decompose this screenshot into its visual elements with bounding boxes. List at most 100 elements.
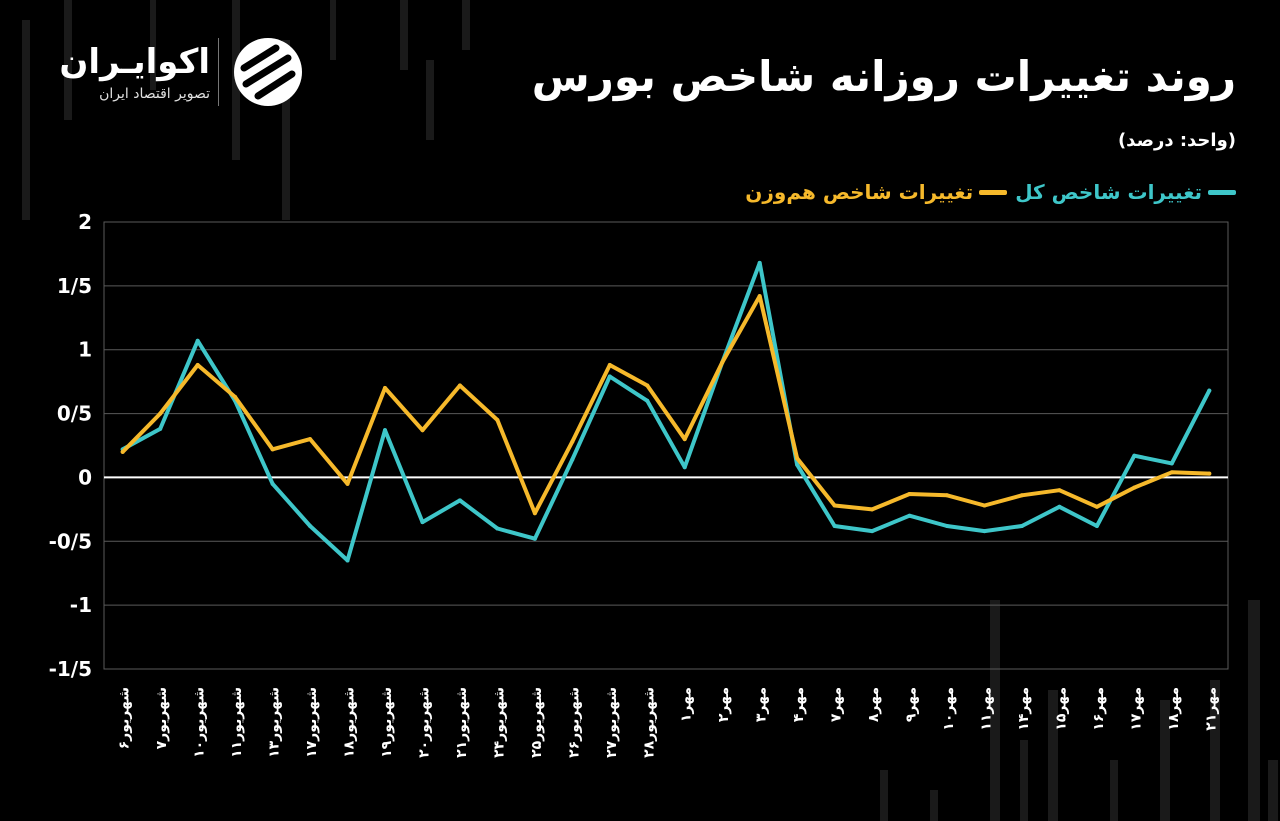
data-point-equal-weight-index	[870, 507, 875, 512]
x-tick-label: مهر۷	[829, 687, 845, 722]
legend-label-total: تغییرات شاخص کل	[1015, 180, 1202, 204]
data-point-total-index	[1132, 453, 1137, 458]
data-point-total-index	[645, 398, 650, 403]
data-point-total-index	[420, 520, 425, 525]
x-tick-label: شهریور۱۹	[379, 687, 395, 758]
data-point-equal-weight-index	[420, 428, 425, 433]
data-point-total-index	[757, 260, 762, 265]
series-line-equal-weight-index	[120, 294, 1212, 516]
x-tick-label: شهریور۲۸	[641, 687, 657, 758]
legend-swatch-total	[1208, 189, 1236, 195]
x-tick-label: شهریور۱۸	[342, 687, 358, 758]
data-point-total-index	[195, 338, 200, 343]
x-tick-label: مهر۱	[679, 687, 695, 722]
data-point-equal-weight-index	[383, 386, 387, 391]
data-point-equal-weight-index	[195, 363, 200, 368]
legend-label-equal-weight: تغییرات شاخص هم‌وزن	[745, 180, 974, 204]
data-point-equal-weight-index	[607, 363, 612, 368]
data-point-equal-weight-index	[757, 294, 762, 299]
data-point-equal-weight-index	[532, 511, 537, 516]
data-point-equal-weight-index	[120, 449, 125, 454]
data-point-equal-weight-index	[270, 447, 275, 452]
data-point-total-index	[870, 529, 875, 534]
y-tick-label: 2	[78, 210, 92, 234]
data-point-equal-weight-index	[907, 492, 912, 497]
data-point-total-index	[795, 462, 800, 467]
x-tick-label: مهر۱۱	[978, 687, 994, 731]
logo-mark-icon	[234, 38, 302, 106]
logo-name: اکوایـران	[59, 42, 210, 82]
data-point-equal-weight-index	[645, 383, 650, 388]
page-title: روند تغییرات روزانه شاخص بورس	[531, 52, 1236, 101]
y-tick-label: 1/5	[57, 274, 92, 298]
data-point-equal-weight-index	[345, 481, 350, 486]
x-tick-label: مهر۱۸	[1166, 687, 1182, 731]
data-point-equal-weight-index	[682, 437, 687, 442]
data-point-equal-weight-index	[945, 493, 949, 498]
x-tick-label: شهریور۲۶	[566, 687, 582, 758]
data-point-equal-weight-index	[1132, 485, 1137, 490]
x-tick-label: شهریور۲۷	[604, 687, 620, 758]
data-point-total-index	[270, 481, 275, 486]
y-tick-label: 0/5	[57, 402, 92, 426]
x-tick-label: مهر۹	[904, 687, 920, 722]
series-line-total-index	[120, 260, 1212, 563]
logo-divider	[218, 38, 219, 106]
y-tick-label: 0	[78, 465, 92, 489]
legend-item-equal-weight: تغییرات شاخص هم‌وزن	[745, 180, 1008, 204]
x-tick-label: شهریور۱۳	[267, 687, 283, 758]
data-point-total-index	[308, 523, 313, 528]
x-tick-label: شهریور۷	[154, 687, 170, 749]
data-point-total-index	[1207, 388, 1212, 393]
data-point-equal-weight-index	[1094, 504, 1099, 509]
data-point-equal-weight-index	[1019, 493, 1024, 498]
data-point-equal-weight-index	[233, 394, 238, 399]
data-point-equal-weight-index	[832, 503, 837, 508]
data-point-total-index	[1019, 523, 1024, 528]
unit-label: (واحد: درصد)	[1117, 130, 1236, 151]
data-point-total-index	[982, 529, 987, 534]
data-point-total-index	[345, 558, 350, 563]
x-tick-label: شهریور۲۰	[416, 687, 432, 758]
x-tick-label: شهریور۲۵	[529, 687, 545, 758]
data-point-total-index	[1169, 461, 1174, 466]
legend-swatch-equal-weight	[979, 189, 1008, 195]
y-tick-label: 1	[78, 338, 92, 362]
data-point-equal-weight-index	[982, 503, 987, 508]
x-tick-label: شهریور۶	[117, 687, 133, 749]
data-point-equal-weight-index	[308, 437, 313, 442]
y-tick-label: -0/5	[49, 529, 92, 553]
x-tick-label: مهر۲	[716, 687, 732, 722]
data-point-equal-weight-index	[158, 411, 163, 416]
data-point-total-index	[570, 457, 575, 462]
x-tick-label: مهر۱۶	[1091, 687, 1107, 731]
y-tick-label: -1/5	[49, 657, 92, 681]
x-tick-label: مهر۱۵	[1053, 687, 1069, 731]
data-point-equal-weight-index	[720, 360, 725, 365]
data-point-equal-weight-index	[495, 417, 500, 422]
data-point-total-index	[682, 465, 687, 470]
data-point-total-index	[457, 498, 462, 503]
data-point-total-index	[495, 526, 500, 531]
legend-item-total: تغییرات شاخص کل	[1015, 180, 1236, 204]
data-point-total-index	[1094, 523, 1099, 528]
logo-tagline: تصویر اقتصاد ایران	[99, 86, 210, 102]
data-point-equal-weight-index	[570, 439, 575, 444]
data-point-total-index	[1057, 504, 1062, 509]
x-tick-label: شهریور۱۷	[304, 687, 320, 758]
data-point-total-index	[832, 523, 837, 528]
data-point-equal-weight-index	[1169, 470, 1174, 475]
data-point-total-index	[907, 513, 912, 518]
data-point-equal-weight-index	[457, 383, 462, 388]
x-tick-label: مهر۸	[866, 687, 882, 722]
x-tick-label: مهر۳	[754, 687, 770, 722]
x-tick-label: شهریور۲۱	[454, 687, 470, 758]
x-tick-label: مهر۱۷	[1128, 687, 1144, 731]
x-tick-label: مهر۲۱	[1203, 687, 1219, 731]
data-point-total-index	[532, 536, 537, 541]
x-tick-label: مهر۴	[791, 687, 807, 722]
x-tick-label: مهر۱۴	[1016, 687, 1032, 731]
data-point-total-index	[158, 426, 163, 431]
x-tick-label: شهریور۱۱	[229, 687, 245, 758]
